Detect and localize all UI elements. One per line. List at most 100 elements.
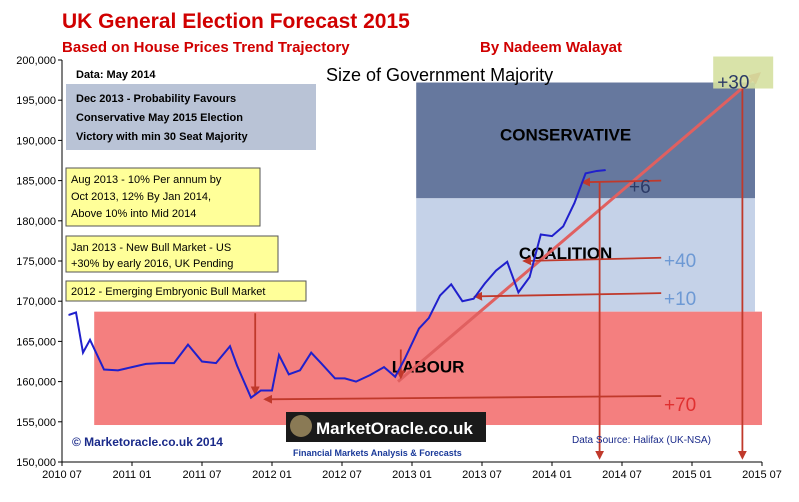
labels-layer: +30 +6 +40 +10 +70 [629, 56, 774, 416]
data-point [260, 389, 262, 392]
note-dec-2013: Dec 2013 - Probability Favours Conservat… [66, 84, 316, 150]
y-tick-label: 160,000 [16, 377, 56, 389]
data-point [173, 362, 175, 364]
arrow-plus-6 [581, 177, 662, 187]
arrow-plus-70 [263, 394, 662, 404]
chart-subtitle: Based on House Prices Trend Trajectory [62, 39, 350, 56]
note-2012-line-1: 2012 - Emerging Embryonic Bull Market [71, 286, 265, 298]
y-tick-label: 170,000 [16, 296, 56, 308]
data-point [250, 396, 252, 399]
zone-labour [94, 311, 762, 426]
data-point [584, 172, 587, 175]
note-dec-2013-line-1: Dec 2013 - Probability Favours [76, 93, 236, 105]
data-point [450, 283, 453, 286]
data-point [82, 351, 84, 354]
data-point [604, 169, 606, 171]
logo-name: MarketOracle.co.uk [316, 419, 473, 438]
data-point [229, 345, 231, 348]
data-point [271, 389, 273, 392]
majority-label: +30 [717, 73, 749, 94]
majority-label: +10 [664, 289, 696, 310]
data-source: Data Source: Halifax (UK-NSA) [572, 435, 711, 446]
note-dec-2013-line-3: Victory with min 30 Seat Majority [76, 131, 248, 143]
data-point [369, 374, 371, 376]
data-point [145, 363, 147, 365]
arrow-plus-40 [522, 256, 662, 266]
data-point [215, 362, 217, 364]
data-point [159, 362, 161, 364]
data-point [334, 377, 336, 380]
majority-label: +70 [664, 395, 696, 416]
data-point [551, 235, 553, 237]
data-point [484, 282, 486, 285]
data-point [117, 369, 119, 372]
x-tick-label: 2015 07 [742, 469, 782, 481]
y-tick-label: 180,000 [16, 216, 56, 228]
data-point [310, 351, 313, 354]
zone-coalition [416, 198, 755, 312]
house-price-line [68, 169, 606, 400]
zone-label-conservative: CONSERVATIVE [500, 125, 631, 144]
note-2012: 2012 - Emerging Embryonic Bull Market [65, 280, 307, 302]
x-tick-label: 2012 07 [322, 469, 362, 481]
zone-label-labour: LABOUR [392, 357, 465, 376]
data-point [418, 327, 420, 330]
data-point [540, 233, 542, 236]
data-point [472, 297, 475, 300]
x-tick-label: 2015 01 [672, 469, 712, 481]
y-tick-label: 200,000 [16, 55, 56, 67]
data-point [288, 373, 290, 376]
data-point [299, 369, 301, 372]
credit: © Marketoracle.co.uk 2014 [72, 435, 223, 449]
data-point [383, 366, 385, 368]
globe-icon [290, 415, 312, 437]
note-jan-2013-line-2: +30% by early 2016, UK Pending [71, 258, 233, 270]
x-tick-label: 2013 01 [392, 469, 432, 481]
data-point [495, 269, 497, 272]
arrows-layer [250, 72, 762, 460]
data-point [344, 377, 346, 380]
note-dec-2013-line-2: Conservative May 2015 Election [76, 112, 243, 124]
data-point [75, 311, 77, 314]
data-point [394, 375, 397, 378]
y-tick-label: 190,000 [16, 135, 56, 147]
note-jan-2013: Jan 2013 - New Bull Market - US +30% by … [65, 235, 279, 273]
data-point [236, 364, 238, 367]
data-point [428, 317, 430, 319]
data-point [528, 276, 531, 278]
x-tick-label: 2012 01 [252, 469, 292, 481]
note-aug-2013-line-2: Oct 2013, 12% By Jan 2014, [71, 191, 211, 203]
data-point [187, 343, 189, 346]
plus-30-highlight [713, 56, 774, 89]
data-point [517, 291, 520, 294]
data-point [131, 366, 133, 368]
data-point [439, 294, 441, 297]
data-point [89, 338, 91, 341]
data-date: Data: May 2014 [76, 69, 156, 81]
y-tick-label: 185,000 [16, 176, 56, 188]
majority-label: +6 [629, 177, 651, 198]
y-tick-label: 150,000 [16, 457, 56, 469]
data-point [461, 300, 464, 303]
note-jan-2013-line-1: Jan 2013 - New Bull Market - US [71, 242, 231, 254]
x-tick-label: 2014 01 [532, 469, 572, 481]
data-point [596, 170, 598, 172]
majority-label: +40 [664, 251, 696, 272]
data-point [201, 360, 203, 363]
data-point [355, 380, 357, 383]
note-aug-2013-line-3: Above 10% into Mid 2014 [71, 208, 196, 220]
data-point [573, 202, 576, 204]
x-tick-label: 2010 07 [42, 469, 82, 481]
data-point [562, 225, 564, 228]
arrow-plus-10 [473, 291, 662, 301]
data-point [278, 354, 280, 356]
y-tick-label: 175,000 [16, 256, 56, 268]
data-point [320, 362, 322, 364]
data-point [103, 368, 105, 371]
x-tick-label: 2013 07 [462, 469, 502, 481]
note-aug-2013: Aug 2013 - 10% Per annum by Oct 2013, 12… [65, 167, 261, 227]
chart-heading: Size of Government Majority [326, 65, 553, 85]
data-point [506, 261, 509, 263]
